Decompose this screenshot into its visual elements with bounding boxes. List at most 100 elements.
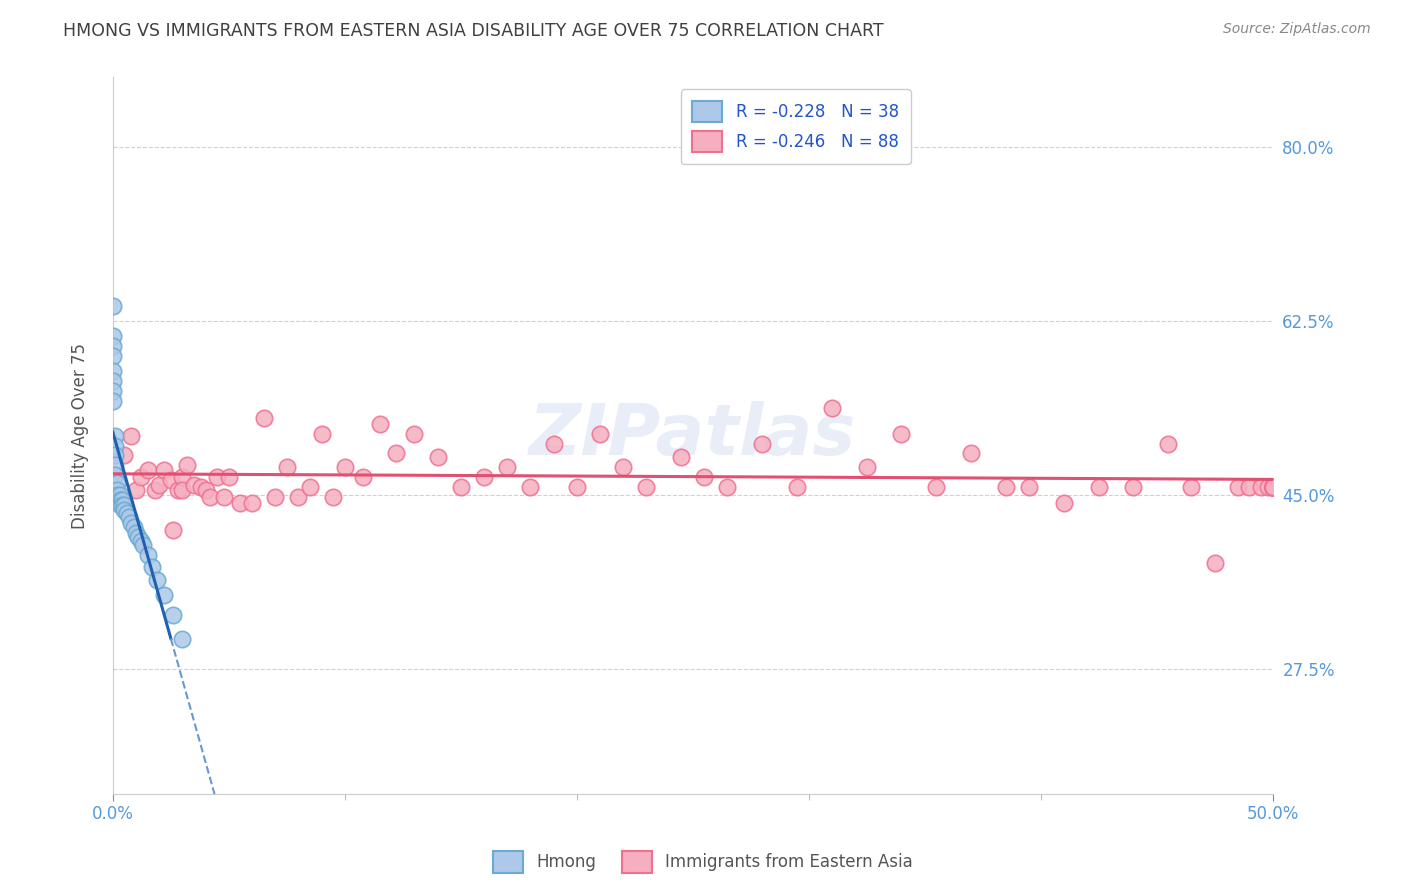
Point [252, 410, 274, 425]
Point [141, 560, 163, 574]
Point [1239, 480, 1261, 494]
Point [426, 450, 449, 465]
Point [472, 470, 495, 484]
Point [101, 339, 124, 353]
Point [104, 438, 127, 452]
Point [114, 503, 136, 517]
Point [298, 480, 321, 494]
Point [205, 470, 228, 484]
Point [890, 426, 912, 441]
Point [368, 417, 391, 431]
Point [612, 460, 634, 475]
Point [1018, 480, 1040, 494]
Point [589, 426, 612, 441]
Point [1157, 436, 1180, 450]
Point [107, 488, 129, 502]
Point [751, 436, 773, 450]
Point [125, 483, 148, 498]
Point [118, 510, 141, 524]
Point [1261, 480, 1284, 494]
Point [786, 480, 808, 494]
Point [519, 480, 541, 494]
Point [162, 523, 184, 537]
Point [176, 458, 198, 473]
Point [1261, 480, 1284, 494]
Point [565, 480, 588, 494]
Point [212, 490, 235, 504]
Point [101, 384, 124, 398]
Point [1261, 480, 1284, 494]
Point [1261, 480, 1284, 494]
Point [104, 468, 127, 483]
Point [1261, 480, 1284, 494]
Point [693, 470, 716, 484]
Point [1204, 556, 1226, 570]
Point [287, 490, 309, 504]
Point [669, 450, 692, 465]
Point [1122, 480, 1144, 494]
Point [1261, 480, 1284, 494]
Point [1261, 480, 1284, 494]
Point [114, 449, 136, 463]
Point [821, 401, 844, 415]
Point [104, 449, 127, 463]
Point [108, 488, 131, 502]
Point [111, 493, 134, 508]
Point [404, 426, 426, 441]
Point [1261, 480, 1284, 494]
Point [104, 428, 127, 442]
Point [153, 588, 176, 602]
Point [1257, 480, 1279, 494]
Point [107, 483, 129, 498]
Point [172, 483, 194, 498]
Point [111, 498, 134, 512]
Point [1250, 480, 1272, 494]
Point [108, 498, 131, 512]
Point [136, 463, 159, 477]
Point [183, 478, 205, 492]
Point [960, 446, 983, 460]
Point [322, 490, 344, 504]
Text: ZIPatlas: ZIPatlas [529, 401, 856, 470]
Point [385, 446, 408, 460]
Point [143, 483, 166, 498]
Point [120, 516, 142, 530]
Point [352, 470, 374, 484]
Point [1261, 480, 1284, 494]
Point [311, 426, 333, 441]
Point [125, 526, 148, 541]
Point [160, 473, 183, 487]
Point [148, 478, 170, 492]
Point [855, 460, 877, 475]
Point [1180, 480, 1202, 494]
Point [172, 470, 194, 484]
Point [101, 364, 124, 378]
Point [218, 470, 240, 484]
Point [1087, 480, 1109, 494]
Point [101, 329, 124, 343]
Point [136, 548, 159, 562]
Point [276, 460, 298, 475]
Point [543, 436, 565, 450]
Legend: R = -0.228   N = 38, R = -0.246   N = 88: R = -0.228 N = 38, R = -0.246 N = 88 [681, 89, 911, 164]
Point [229, 496, 252, 510]
Point [496, 460, 519, 475]
Point [114, 498, 136, 512]
Point [129, 470, 152, 484]
Legend: Hmong, Immigrants from Eastern Asia: Hmong, Immigrants from Eastern Asia [486, 845, 920, 880]
Point [1261, 480, 1284, 494]
Point [1261, 480, 1284, 494]
Point [1261, 480, 1284, 494]
Point [129, 534, 152, 549]
Point [101, 299, 124, 313]
Point [200, 490, 222, 504]
Point [101, 374, 124, 388]
Point [1261, 480, 1284, 494]
Point [994, 480, 1017, 494]
Point [127, 530, 149, 544]
Point [146, 573, 169, 587]
Text: Source: ZipAtlas.com: Source: ZipAtlas.com [1223, 22, 1371, 37]
Point [108, 493, 131, 508]
Point [240, 496, 263, 510]
Point [333, 460, 356, 475]
